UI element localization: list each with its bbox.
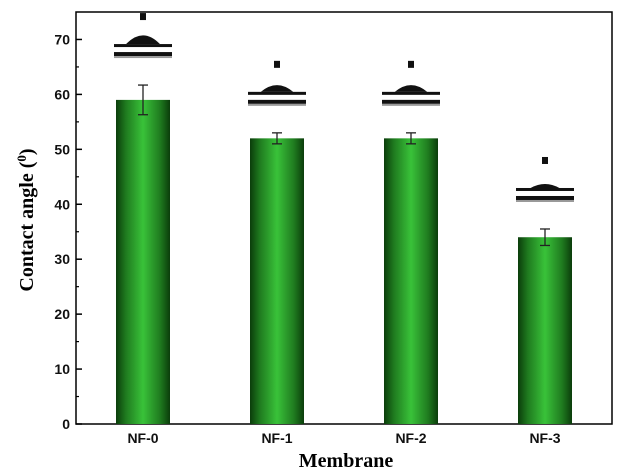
y-tick-label-30: 30 bbox=[54, 251, 70, 267]
x-tick-label-NF-3: NF-3 bbox=[529, 430, 560, 446]
bar-NF-3 bbox=[518, 237, 572, 424]
water-droplet bbox=[530, 183, 560, 188]
y-axis: 0 10 20 30 40 50 60 70 bbox=[54, 31, 82, 432]
water-droplet bbox=[126, 35, 160, 45]
y-tick-label-60: 60 bbox=[54, 86, 70, 102]
needle-tip bbox=[542, 156, 548, 164]
reflection-shadow bbox=[516, 199, 574, 202]
x-tick-label-NF-0: NF-0 bbox=[127, 430, 158, 446]
y-axis-title-close: ) bbox=[16, 148, 38, 155]
reflection-line bbox=[114, 52, 172, 57]
needle-tip bbox=[274, 60, 280, 68]
bar-NF-1 bbox=[250, 138, 304, 424]
bars bbox=[116, 99, 572, 424]
y-tick-label-70: 70 bbox=[54, 31, 70, 47]
water-droplet bbox=[260, 85, 294, 92]
droplet-image-NF-3 bbox=[516, 156, 574, 202]
needle-tip bbox=[408, 60, 414, 68]
x-axis-title: Membrane bbox=[299, 450, 394, 472]
y-axis-title: Contact angle (0) bbox=[14, 148, 38, 291]
y-axis-title-superscript: 0 bbox=[14, 155, 29, 162]
bar-NF-2 bbox=[384, 138, 438, 424]
droplet-image-NF-0 bbox=[114, 13, 172, 59]
x-axis: NF-0 NF-1 NF-2 NF-3 bbox=[127, 418, 561, 446]
x-tick-label-NF-1: NF-1 bbox=[261, 430, 292, 446]
needle-tip bbox=[140, 13, 146, 21]
reflection-shadow bbox=[114, 56, 172, 59]
y-tick-label-20: 20 bbox=[54, 306, 70, 322]
reflection-line bbox=[516, 195, 574, 200]
y-axis-title-main: Contact angle ( bbox=[16, 161, 38, 291]
reflection-shadow bbox=[248, 103, 306, 106]
substrate-line bbox=[248, 91, 306, 95]
x-tick-label-NF-2: NF-2 bbox=[395, 430, 426, 446]
plot-frame bbox=[75, 11, 613, 425]
reflection-line bbox=[248, 99, 306, 104]
droplet-image-NF-1 bbox=[248, 60, 306, 106]
water-droplet bbox=[394, 85, 428, 92]
substrate-line bbox=[516, 187, 574, 191]
droplet-image-NF-2 bbox=[382, 60, 440, 106]
substrate-line bbox=[382, 91, 440, 95]
bar-NF-0 bbox=[116, 99, 170, 424]
reflection-line bbox=[382, 99, 440, 104]
reflection-shadow bbox=[382, 103, 440, 106]
droplet-images bbox=[114, 13, 574, 202]
y-tick-label-10: 10 bbox=[54, 361, 70, 377]
y-tick-label-40: 40 bbox=[54, 196, 70, 212]
substrate-line bbox=[114, 44, 172, 48]
y-tick-label-0: 0 bbox=[62, 416, 70, 432]
error-bars bbox=[138, 84, 550, 247]
y-tick-label-50: 50 bbox=[54, 141, 70, 157]
plot-border bbox=[75, 11, 613, 425]
